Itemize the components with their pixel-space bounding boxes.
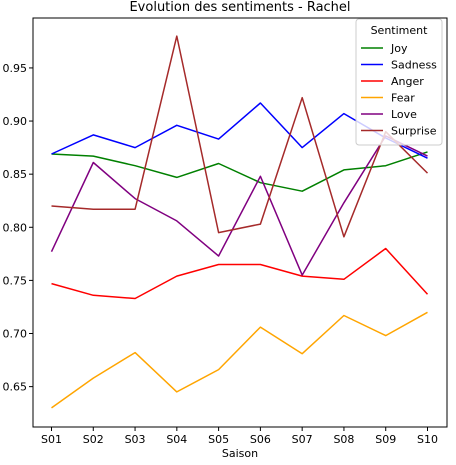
y-tick-label: 0.65 — [3, 381, 28, 394]
x-tick-label: S02 — [83, 433, 104, 446]
y-tick-label: 0.75 — [3, 274, 28, 287]
legend: Sentiment Joy Sadness Anger Fear Love Surpris… — [355, 18, 443, 146]
legend-items: Joy Sadness Anger Fear Love Surprise — [361, 42, 437, 138]
series-line-joy — [51, 151, 428, 192]
legend-label-joy: Joy — [390, 42, 408, 55]
plot-area — [32, 17, 448, 428]
y-axis: 0.65 0.70 0.75 0.80 0.85 0.90 0.95 — [3, 62, 33, 394]
x-axis-title: Saison — [222, 447, 258, 460]
x-tick-label: S08 — [333, 433, 354, 446]
legend-title: Sentiment — [371, 24, 429, 37]
legend-label-love: Love — [391, 108, 417, 121]
x-axis: S01 S02 S03 S04 S05 S06 S07 S08 S09 S10 — [41, 427, 438, 446]
x-tick-label: S01 — [41, 433, 62, 446]
x-tick-label: S10 — [417, 433, 438, 446]
series-line-fear — [51, 311, 428, 409]
legend-label-sadness: Sadness — [391, 59, 437, 72]
series-line-love — [50, 135, 428, 276]
y-tick-label: 0.90 — [3, 115, 28, 128]
legend-label-anger: Anger — [391, 75, 424, 88]
x-tick-label: S06 — [250, 433, 271, 446]
x-tick-label: S04 — [166, 433, 187, 446]
series-line-anger — [51, 247, 429, 300]
x-tick-label: S05 — [208, 433, 229, 446]
plot-frame — [32, 17, 448, 428]
x-tick-label: S09 — [375, 433, 396, 446]
y-tick-label: 0.85 — [3, 168, 28, 181]
x-tick-label: S03 — [125, 433, 146, 446]
y-tick-label: 0.70 — [3, 328, 28, 341]
y-tick-label: 0.80 — [3, 221, 28, 234]
chart-title: Evolution des sentiments - Rachel — [129, 0, 350, 15]
series-line-surprise — [51, 35, 429, 238]
legend-label-fear: Fear — [391, 92, 415, 105]
y-tick-label: 0.95 — [3, 62, 28, 75]
x-tick-label: S07 — [292, 433, 313, 446]
legend-label-surprise: Surprise — [391, 125, 437, 138]
